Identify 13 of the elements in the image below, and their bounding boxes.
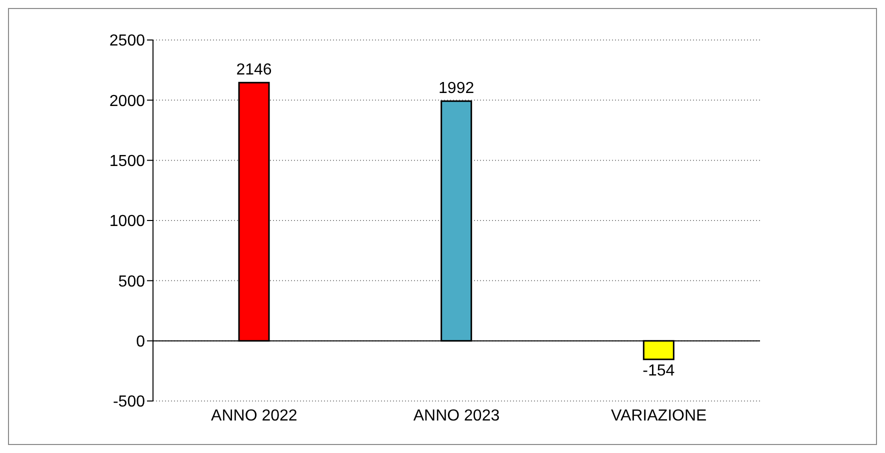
- data-label: 2146: [236, 62, 272, 79]
- x-tick-label: ANNO 2022: [211, 407, 298, 424]
- x-tick-label: VARIAZIONE: [610, 407, 707, 424]
- x-tick-label: ANNO 2023: [413, 407, 500, 424]
- y-tick-label: -500: [112, 394, 146, 411]
- data-label: 1992: [438, 80, 474, 98]
- y-tick-label: 2500: [109, 32, 146, 50]
- y-tick-label: 2000: [109, 92, 146, 110]
- y-tick-label: 0: [136, 334, 146, 351]
- y-tick-label: 500: [118, 273, 146, 290]
- y-tick-label: 1000: [109, 213, 146, 230]
- data-label: -154: [642, 362, 675, 380]
- y-tick-label: 1500: [109, 153, 146, 170]
